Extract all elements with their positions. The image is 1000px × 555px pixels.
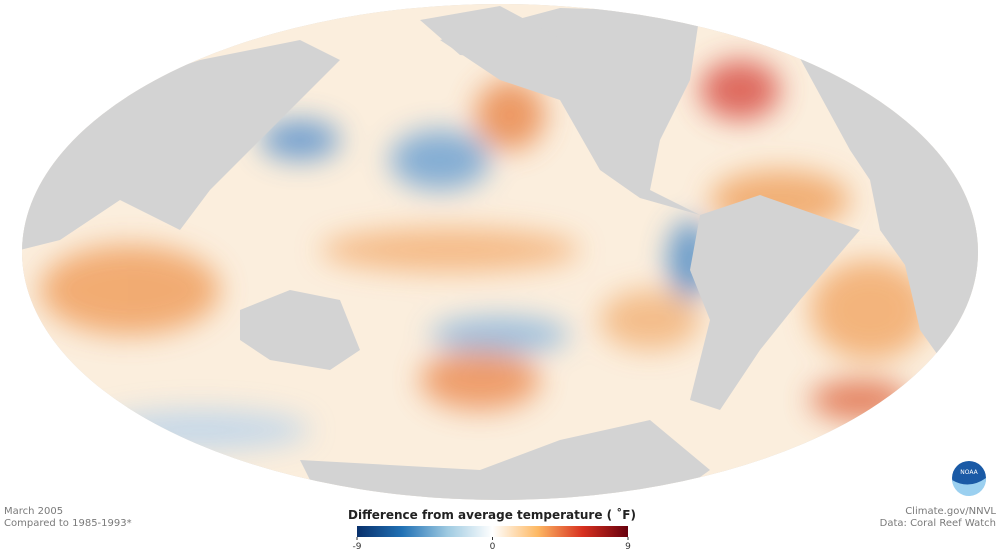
tick-label: 0	[490, 542, 496, 552]
legend-title: Difference from average temperature ( ˚F…	[348, 507, 636, 522]
noaa-logo: NOAA	[952, 461, 987, 497]
source: Climate.gov/NNVL	[905, 506, 996, 517]
tick-label: 9	[625, 542, 631, 552]
baseline: Compared to 1985-1993*	[4, 518, 132, 529]
tick-label: -9	[353, 542, 362, 552]
logo-text: NOAA	[960, 469, 978, 476]
colorbar	[357, 526, 628, 537]
date: March 2005	[4, 506, 63, 517]
map	[22, 4, 978, 500]
data-credit: Data: Coral Reef Watch	[880, 518, 996, 529]
